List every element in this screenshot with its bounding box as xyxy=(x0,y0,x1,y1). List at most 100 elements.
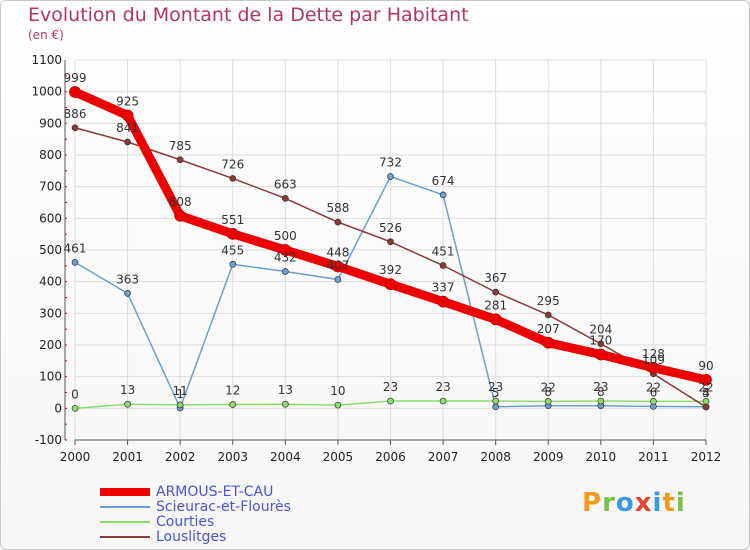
logo-letter: x xyxy=(634,488,653,518)
data-point-2 xyxy=(492,397,500,405)
data-point-0 xyxy=(121,109,134,122)
legend-label-louslitges: Louslitges xyxy=(156,528,227,545)
data-point-3 xyxy=(492,288,500,296)
x-tick-label: 2008 xyxy=(480,450,511,464)
data-label-2: 23 xyxy=(435,380,450,394)
proxiti-logo: Proxiti xyxy=(582,488,686,518)
data-label-0: 90 xyxy=(698,359,713,373)
y-tick-label: -100 xyxy=(35,433,62,447)
x-tick-label: 2009 xyxy=(533,450,564,464)
data-label-3: 785 xyxy=(169,139,192,153)
legend-label-armous: ARMOUS-ET-CAU xyxy=(156,483,274,500)
data-point-0 xyxy=(174,209,187,222)
data-point-3 xyxy=(71,124,79,132)
data-point-0 xyxy=(594,348,607,361)
data-label-2: 22 xyxy=(541,380,556,394)
data-point-1 xyxy=(71,259,79,266)
data-label-2: 13 xyxy=(278,383,293,397)
data-point-0 xyxy=(489,313,502,326)
data-point-0 xyxy=(279,244,292,256)
data-point-2 xyxy=(124,400,131,408)
data-point-0 xyxy=(700,373,712,386)
data-point-1 xyxy=(124,290,131,297)
data-label-0: 608 xyxy=(169,195,192,209)
data-point-1 xyxy=(439,191,447,199)
logo-letter: t xyxy=(662,488,676,518)
data-label-1: 363 xyxy=(116,272,139,286)
x-tick-label: 2006 xyxy=(375,450,406,464)
legend-swatch-scieurac xyxy=(100,505,150,508)
x-tick-label: 2001 xyxy=(112,450,143,464)
data-label-0: 999 xyxy=(64,71,87,85)
x-tick-label: 2010 xyxy=(586,450,617,464)
y-tick-label: 1000 xyxy=(31,85,62,99)
data-point-3 xyxy=(387,238,394,246)
logo-letter: o xyxy=(615,488,635,518)
data-label-1: 461 xyxy=(64,241,87,255)
data-label-2: 23 xyxy=(383,380,398,394)
data-point-3 xyxy=(229,175,237,182)
data-point-3 xyxy=(176,156,184,164)
data-label-2: 11 xyxy=(173,384,188,398)
logo-letter: i xyxy=(675,488,686,518)
y-tick-label: 1100 xyxy=(31,53,62,67)
data-label-1: 407 xyxy=(326,258,349,272)
data-label-2: 13 xyxy=(120,383,135,397)
data-label-0: 500 xyxy=(274,229,297,243)
data-label-3: 526 xyxy=(379,221,402,235)
data-label-3: 663 xyxy=(274,177,297,191)
legend: ARMOUS-ET-CAU Scieurac-et-Flourès Courti… xyxy=(100,484,291,544)
data-label-2: 0 xyxy=(71,387,79,401)
data-label-0: 448 xyxy=(326,245,349,259)
data-point-0 xyxy=(542,336,555,349)
data-point-2 xyxy=(229,401,237,408)
legend-item-armous: ARMOUS-ET-CAU xyxy=(100,484,291,499)
data-point-1 xyxy=(492,403,500,411)
legend-item-courties: Courties xyxy=(100,514,291,529)
data-label-0: 392 xyxy=(379,263,402,277)
y-tick-label: 100 xyxy=(39,370,62,384)
legend-swatch-louslitges xyxy=(100,535,150,538)
data-point-2 xyxy=(597,397,605,405)
chart-unit: (en €) xyxy=(28,28,64,42)
y-tick-label: 600 xyxy=(39,211,62,225)
data-point-2 xyxy=(71,404,79,412)
data-label-0: 925 xyxy=(116,94,139,108)
logo-letter: r xyxy=(602,488,616,518)
data-point-2 xyxy=(334,401,342,409)
data-point-0 xyxy=(69,86,81,98)
data-label-1: 732 xyxy=(379,156,402,170)
x-tick-label: 2002 xyxy=(165,450,196,464)
data-label-1: 6 xyxy=(650,385,658,399)
legend-label-courties: Courties xyxy=(156,513,215,530)
data-point-2 xyxy=(650,398,657,405)
data-point-3 xyxy=(439,262,447,269)
logo-letter: P xyxy=(582,488,603,518)
data-label-0: 337 xyxy=(432,281,455,295)
data-point-2 xyxy=(281,400,289,408)
data-point-0 xyxy=(647,361,660,374)
data-label-2: 12 xyxy=(225,384,240,398)
x-tick-label: 2012 xyxy=(691,450,722,464)
data-point-2 xyxy=(387,397,394,405)
x-tick-label: 2004 xyxy=(270,450,301,464)
data-point-3 xyxy=(281,195,289,202)
data-point-3 xyxy=(597,340,605,348)
data-point-1 xyxy=(229,260,237,268)
data-point-2 xyxy=(544,398,552,405)
data-point-3 xyxy=(702,403,710,411)
x-tick-label: 2011 xyxy=(638,450,669,464)
legend-swatch-courties xyxy=(100,520,150,523)
x-tick-label: 2003 xyxy=(217,450,248,464)
data-label-2: 22 xyxy=(698,380,713,394)
data-label-3: 451 xyxy=(432,245,455,259)
data-label-3: 588 xyxy=(326,201,349,215)
data-label-0: 551 xyxy=(221,213,244,227)
y-tick-label: 700 xyxy=(39,180,62,194)
x-tick-label: 2000 xyxy=(60,450,91,464)
data-label-1: 432 xyxy=(274,251,297,265)
data-point-0 xyxy=(384,278,397,291)
data-point-2 xyxy=(439,397,447,405)
data-label-3: 841 xyxy=(116,121,139,135)
